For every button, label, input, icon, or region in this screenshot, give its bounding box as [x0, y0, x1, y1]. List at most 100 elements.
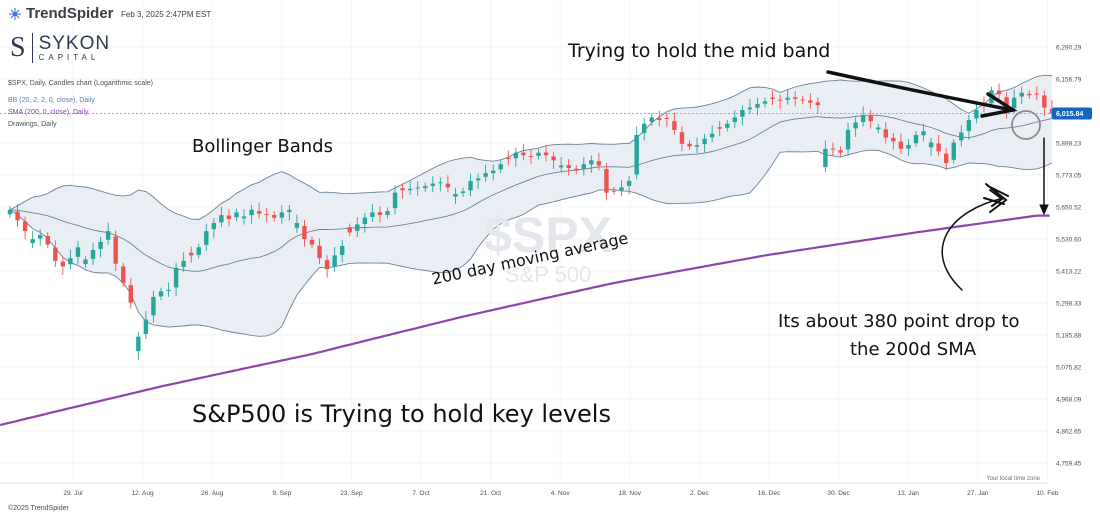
x-tick-label: 16. Dec: [758, 490, 781, 497]
candle-body: [302, 225, 307, 240]
current-price-badge-box: [1052, 107, 1092, 120]
x-tick-label: 7. Oct: [412, 490, 430, 497]
candle-body: [634, 134, 639, 175]
candle-body: [121, 266, 126, 283]
candle-body: [340, 245, 345, 255]
candle-body: [793, 97, 798, 99]
candle-body: [581, 164, 586, 170]
candle-body: [936, 143, 941, 152]
candle-body: [536, 152, 541, 156]
candle-body: [762, 101, 768, 104]
candle-body: [543, 152, 549, 156]
candle-body: [1042, 95, 1047, 108]
candle-body: [626, 180, 632, 186]
candle-body: [264, 214, 269, 216]
candle-body: [45, 235, 50, 245]
x-tick-label: 9. Sep: [272, 490, 291, 497]
candle-body: [823, 148, 828, 168]
candle-body: [1019, 92, 1024, 97]
candle-body: [249, 209, 254, 216]
candle-body: [347, 227, 352, 233]
candle-body: [996, 90, 1002, 95]
candle-body: [619, 187, 624, 191]
trendspider-logo: TrendSpider: [8, 5, 114, 22]
candle-body: [453, 193, 458, 197]
legend-symbol: $SPX, Daily, Candles chart (Logarithmic …: [8, 80, 153, 87]
y-tick-label: 5,530.60: [1056, 236, 1082, 243]
candle-body: [38, 235, 43, 239]
candles: [7, 83, 1055, 360]
current-candle-circle: [1011, 110, 1041, 140]
sykon-brand-name: SYKON: [38, 32, 111, 54]
candle-body: [928, 142, 934, 148]
candle-body: [211, 223, 217, 230]
candle-body: [815, 102, 821, 106]
candle-body: [1027, 93, 1032, 96]
candle-body: [287, 209, 292, 213]
candle-body: [913, 134, 919, 144]
candle-body: [392, 192, 398, 209]
candle-body: [30, 239, 35, 244]
candle-body: [1034, 93, 1039, 95]
y-tick-label: 4,862.65: [1056, 429, 1082, 436]
y-tick-label: 6,156.79: [1056, 76, 1082, 83]
sma-200-line: [0, 214, 1050, 427]
candle-body: [68, 258, 73, 265]
candle-body: [181, 260, 186, 267]
candle-body: [679, 132, 685, 144]
scribble-arrow-head: [983, 183, 1009, 213]
candle-body: [483, 173, 488, 177]
x-tick-label: 18. Nov: [619, 490, 642, 497]
annotation-drop-line1: Its about 380 point drop to: [778, 311, 1020, 332]
candle-body: [219, 215, 224, 223]
candle-body: [460, 191, 466, 193]
candle-body: [151, 296, 156, 316]
candle-body: [898, 141, 904, 149]
candle-body: [732, 117, 737, 123]
trendspider-logo-text: TrendSpider: [26, 5, 114, 22]
candle-body: [53, 247, 58, 261]
candle-body: [75, 247, 81, 257]
y-tick-label: 5,650.52: [1056, 204, 1082, 211]
y-tick-label: 6,290.29: [1056, 45, 1082, 52]
candle-body: [475, 178, 481, 181]
candle-body: [423, 186, 428, 189]
y-tick-label: 5,413.22: [1056, 268, 1082, 275]
candle-body: [234, 212, 239, 218]
candle-body: [959, 132, 964, 141]
candle-body: [974, 110, 979, 119]
candle-body: [7, 209, 13, 215]
candle-body: [694, 145, 700, 147]
candle-body: [558, 165, 564, 168]
watermark-name: S&P 500: [505, 262, 591, 287]
candle-body: [377, 212, 383, 216]
candle-body: [226, 215, 232, 220]
x-tick-label: 12. Aug: [132, 490, 154, 497]
candle-body: [574, 168, 579, 171]
watermark-symbol: $SPX: [484, 207, 612, 263]
bollinger-band-fill: [10, 75, 1052, 337]
current-price-badge-text: 6,015.84: [1056, 111, 1083, 118]
candle-body: [808, 100, 813, 103]
candle-body: [272, 214, 277, 218]
legend-drawings: Drawings, Daily: [8, 121, 57, 128]
candle-body: [860, 114, 866, 122]
candle-body: [604, 169, 609, 193]
candle-body: [800, 99, 805, 101]
y-tick-label: 5,773.05: [1056, 172, 1082, 179]
candle-body: [204, 231, 209, 245]
candle-body: [589, 160, 594, 165]
legend-bollinger: BB (20, 2, 2, 0, close), Daily: [8, 97, 95, 104]
candle-body: [1011, 97, 1017, 109]
candle-body: [687, 143, 692, 147]
arrow-head-mid-band: [980, 92, 1018, 118]
annotation-mid-band: Trying to hold the mid band: [568, 40, 831, 62]
sykon-capital-logo: S SYKON CAPITAL: [10, 33, 110, 63]
candle-body: [294, 223, 300, 228]
watermark: $SPX S&P 500: [484, 207, 612, 287]
candle-body: [740, 110, 745, 117]
annotation-drop-line2: the 200d SMA: [850, 339, 977, 360]
candle-body: [98, 241, 103, 249]
y-tick-label: 5,898.23: [1056, 140, 1082, 147]
candle-body: [309, 239, 315, 245]
